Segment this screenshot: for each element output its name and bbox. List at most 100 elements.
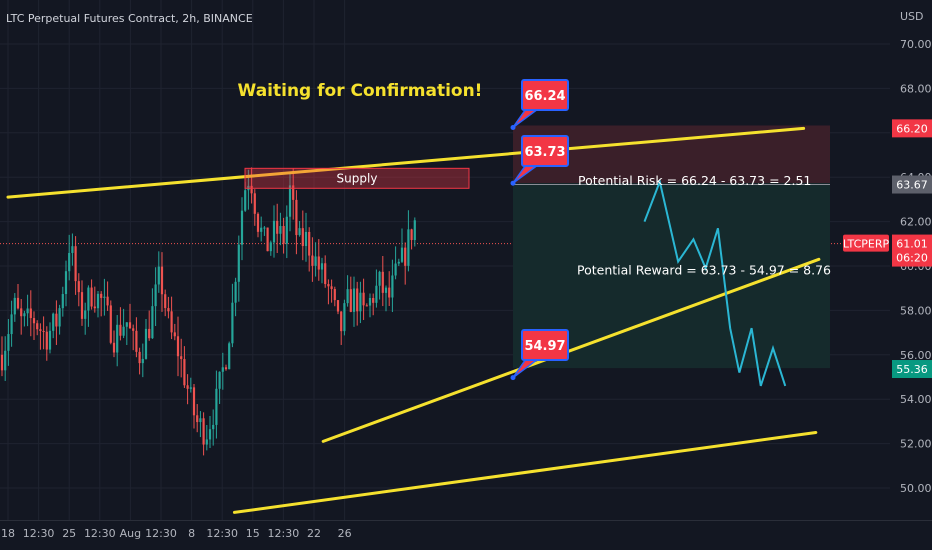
- candle-body: [183, 359, 186, 386]
- candle-body: [333, 289, 336, 301]
- candle-body: [349, 289, 352, 312]
- callout-box: [521, 329, 569, 361]
- candle-body: [151, 306, 154, 339]
- candle-body: [346, 289, 349, 304]
- price-tag-label: 66.20: [896, 122, 928, 135]
- candle-body: [336, 300, 340, 312]
- candle-body: [378, 271, 381, 286]
- symbol-tag-label: LTCPERP: [843, 238, 890, 251]
- candle-body: [362, 292, 365, 306]
- candle-body: [186, 385, 189, 389]
- supply-label: Supply: [337, 171, 378, 185]
- price-tag: [892, 119, 932, 138]
- candle-body: [397, 261, 400, 264]
- candle-body: [375, 285, 378, 303]
- candle-body: [61, 294, 64, 309]
- candle-body: [164, 294, 167, 309]
- candle-body: [356, 288, 359, 312]
- candle-body: [311, 255, 314, 266]
- price-tag: [892, 360, 932, 379]
- candle-body: [119, 324, 122, 336]
- candle-body: [13, 297, 16, 315]
- callout-label: 63.73: [524, 145, 565, 160]
- time-tick-label: 12:30: [268, 527, 300, 540]
- candle-body: [221, 367, 224, 372]
- candle-body: [400, 247, 404, 262]
- candle-body: [295, 199, 298, 236]
- time-tick-label: 12:30: [23, 527, 55, 540]
- candle-body: [279, 226, 282, 234]
- price-tick-label: 70.00: [900, 38, 932, 51]
- candle-body: [205, 439, 208, 445]
- candle-body: [218, 371, 221, 389]
- candle-body: [212, 424, 215, 430]
- candle-body: [301, 228, 304, 247]
- candle-body: [20, 308, 23, 317]
- candle-body: [16, 297, 20, 309]
- time-axis[interactable]: [0, 520, 932, 550]
- trendlines: [6, 126, 821, 514]
- candle-body: [42, 330, 45, 332]
- price-tag: [892, 175, 932, 194]
- callout-anchor-dot: [510, 180, 516, 186]
- candle-body: [407, 229, 410, 266]
- candle-body: [90, 287, 93, 307]
- candle-body: [327, 284, 330, 287]
- candle-body: [74, 246, 77, 282]
- candle-body: [282, 226, 285, 244]
- candle-body: [173, 332, 176, 337]
- candle-body: [288, 185, 292, 217]
- candle-body: [391, 275, 394, 298]
- candle-body: [224, 367, 228, 370]
- candle-body: [260, 227, 263, 232]
- candle-body: [196, 415, 199, 423]
- last-price-tag: [892, 234, 932, 267]
- candle-body: [160, 266, 164, 295]
- candle-body: [55, 313, 58, 327]
- candle-body: [240, 210, 244, 245]
- candle-body: [215, 388, 218, 425]
- candle-body: [96, 293, 100, 309]
- candle-body: [64, 271, 68, 295]
- time-tick-label: 12:30: [145, 527, 177, 540]
- price-tick-label: 54.00: [900, 393, 932, 406]
- trendline: [6, 126, 806, 199]
- candle-body: [272, 220, 276, 243]
- candle-body: [144, 328, 148, 359]
- candle-body: [202, 418, 205, 445]
- candle-body: [343, 303, 346, 332]
- countdown-label: 06:20: [896, 252, 928, 265]
- last-price-label: 61.01: [896, 238, 928, 251]
- candle-body: [167, 308, 170, 312]
- candle-body: [388, 287, 391, 298]
- symbol-tag: [843, 234, 889, 252]
- candle-body: [314, 256, 317, 266]
- candle-body: [266, 227, 269, 252]
- candle-body: [84, 310, 87, 319]
- candle-body: [100, 293, 103, 298]
- candle-body: [0, 354, 4, 371]
- time-tick-label: 26: [338, 527, 352, 540]
- candle-body: [148, 328, 151, 339]
- candle-body: [87, 287, 90, 311]
- price-tick-label: 50.00: [900, 482, 932, 495]
- candle-body: [68, 252, 71, 272]
- candle-body: [23, 313, 26, 317]
- candle-body: [256, 213, 260, 232]
- candle-body: [189, 387, 192, 389]
- callout-label: 66.24: [524, 89, 565, 104]
- candle-body: [7, 334, 10, 351]
- candle-body: [298, 228, 301, 236]
- candle-body: [228, 343, 231, 370]
- candle-body: [109, 305, 112, 343]
- candle-body: [116, 324, 119, 353]
- candle-body: [180, 356, 183, 360]
- chart-title: LTC Perpetual Futures Contract, 2h, BINA…: [6, 12, 253, 25]
- candle-body: [304, 231, 308, 247]
- candle-body: [26, 308, 29, 314]
- time-axis-labels: 18 12:30 25 12:30 Aug 12:30 8 12:30 15 12:30 22 26: [1, 527, 352, 540]
- candle-body: [404, 247, 407, 266]
- candle-body: [365, 305, 368, 307]
